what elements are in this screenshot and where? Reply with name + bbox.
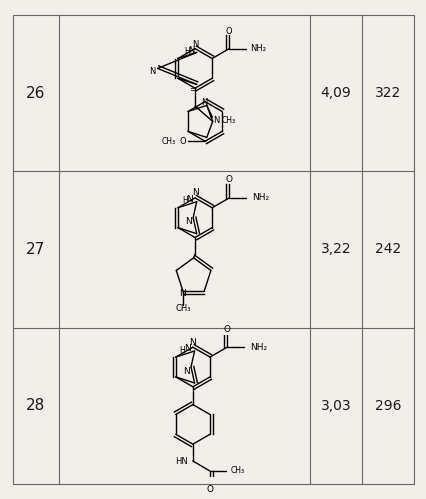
Text: 322: 322 [374,86,400,100]
Text: H: H [184,47,189,56]
Text: N: N [186,195,193,204]
Text: 4,09: 4,09 [320,86,351,100]
Text: O: O [223,324,230,334]
Text: 242: 242 [374,243,400,256]
Text: CH₃: CH₃ [230,467,244,476]
Text: N: N [212,116,219,125]
Text: N: N [184,344,190,353]
Text: CH₃: CH₃ [161,137,175,146]
Text: N: N [191,189,198,198]
Text: N: N [201,98,207,107]
Text: N: N [191,40,198,49]
Text: O: O [225,27,232,36]
Text: N: N [185,218,192,227]
Text: HN: HN [175,457,187,466]
Text: H: H [181,197,187,206]
Text: 296: 296 [374,399,400,413]
Text: N: N [187,46,194,55]
Text: CH₃: CH₃ [175,304,190,313]
Text: O: O [225,175,232,184]
Text: N: N [179,289,186,298]
Text: 26: 26 [26,86,46,101]
Text: 3,22: 3,22 [320,243,351,256]
Text: NH₂: NH₂ [250,44,266,53]
Text: 27: 27 [26,242,46,257]
Text: O: O [179,137,185,146]
Text: =: = [189,85,196,95]
Text: 28: 28 [26,398,46,413]
Text: CH₃: CH₃ [221,116,235,125]
Text: 3,03: 3,03 [320,399,351,413]
Text: N: N [148,67,155,76]
Text: H: H [179,346,185,355]
Text: O: O [206,486,213,495]
Text: NH₂: NH₂ [249,343,266,352]
Text: N: N [189,338,196,347]
Text: NH₂: NH₂ [251,194,268,203]
Text: N: N [183,367,190,376]
